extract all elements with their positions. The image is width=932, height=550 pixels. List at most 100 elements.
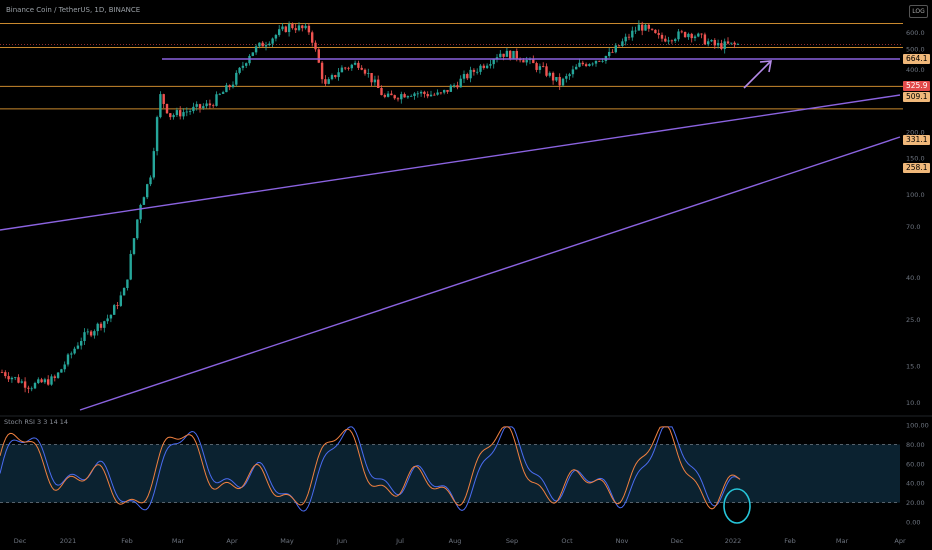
candle-body: [89, 331, 93, 336]
candle-body: [136, 219, 139, 239]
candle-body: [175, 110, 179, 116]
candle-body: [103, 321, 106, 328]
candle-body: [281, 26, 284, 30]
stoch-tick-label: 20.00: [906, 499, 925, 507]
candle-body: [690, 33, 693, 39]
candle-body: [294, 28, 297, 31]
candle-body: [254, 46, 258, 53]
candle-body: [350, 64, 353, 69]
candle-body: [627, 36, 631, 38]
candle-body: [205, 103, 208, 107]
candle-body: [251, 52, 254, 56]
candle-body: [63, 364, 66, 370]
candle-body: [40, 379, 43, 383]
candle-body: [297, 25, 301, 31]
candle-body: [631, 30, 634, 38]
candle-body: [317, 49, 320, 63]
candle-body: [116, 305, 119, 306]
candle-body: [443, 89, 446, 93]
x-tick-label: Sep: [506, 537, 518, 545]
candle-body: [568, 74, 571, 77]
candle-body: [66, 354, 70, 365]
x-tick-label: Nov: [616, 537, 629, 545]
candle-body: [383, 95, 386, 97]
candle-body: [238, 67, 241, 73]
candle-body: [736, 44, 740, 45]
candle-body: [617, 45, 621, 47]
candle-body: [716, 43, 720, 46]
candle-body: [195, 104, 198, 107]
candle-body: [76, 345, 80, 349]
candle-body: [165, 103, 169, 114]
candle-body: [396, 98, 400, 100]
candle-body: [571, 69, 575, 75]
price-tag-331: 331.1: [903, 135, 931, 145]
price-tag-664: 664.1: [903, 54, 931, 64]
candle-body: [314, 42, 317, 50]
candle-body: [670, 40, 674, 42]
y-tick-label: 600.0: [906, 29, 925, 37]
candle-body: [311, 32, 314, 43]
candle-body: [594, 60, 598, 64]
candle-body: [608, 51, 611, 56]
candle-body: [469, 69, 472, 79]
x-tick-label: Mar: [836, 537, 849, 545]
candle-body: [703, 34, 707, 45]
candle-body: [241, 65, 245, 68]
candle-body: [278, 29, 281, 35]
candle-body: [476, 71, 479, 73]
candle-body: [492, 59, 495, 65]
candle-body: [466, 74, 469, 79]
candle-body: [393, 95, 396, 99]
y-tick-label: 500.0: [906, 46, 925, 54]
candle-body: [733, 42, 736, 45]
candle-body: [99, 323, 103, 328]
candle-body: [413, 93, 416, 96]
log-scale-button[interactable]: LOG: [909, 5, 928, 18]
x-tick-label: Dec: [671, 537, 684, 545]
candle-body: [152, 151, 155, 178]
candle-body: [499, 53, 502, 58]
candle-body: [436, 92, 439, 95]
candle-body: [575, 66, 578, 70]
candle-body: [327, 79, 330, 84]
candle-body: [126, 279, 129, 288]
candle-body: [522, 60, 525, 63]
x-tick-label: Mar: [172, 537, 185, 545]
candle-body: [10, 377, 14, 380]
candle-body: [43, 379, 47, 383]
candle-body: [73, 348, 76, 354]
candle-body: [47, 379, 50, 385]
x-tick-label: Apr: [226, 537, 238, 545]
candle-body: [710, 40, 713, 42]
candle-body: [334, 75, 337, 78]
candle-body: [27, 387, 30, 389]
candle-body: [693, 36, 697, 39]
y-tick-label: 100.0: [906, 191, 925, 199]
candle-body: [56, 372, 60, 378]
candle-body: [683, 31, 687, 38]
candle-body: [423, 91, 426, 95]
x-tick-label: 2021: [60, 537, 77, 545]
candle-body: [373, 79, 377, 83]
candle-body: [429, 94, 433, 97]
candle-body: [555, 76, 558, 81]
candle-body: [380, 87, 383, 96]
candle-body: [344, 67, 347, 69]
candle-body: [416, 93, 419, 95]
stoch-tick-label: 100.00: [906, 422, 929, 430]
candle-body: [512, 50, 515, 60]
candle-body: [149, 177, 152, 185]
candle-body: [70, 353, 73, 355]
x-tick-label: Jul: [395, 537, 404, 545]
candle-body: [23, 381, 27, 388]
candle-body: [647, 24, 650, 29]
candle-body: [400, 94, 403, 100]
candle-body: [403, 94, 406, 98]
y-tick-label: 70.0: [906, 223, 920, 231]
candle-body: [179, 110, 182, 117]
candle-body: [228, 85, 231, 88]
candle-body: [188, 111, 192, 112]
